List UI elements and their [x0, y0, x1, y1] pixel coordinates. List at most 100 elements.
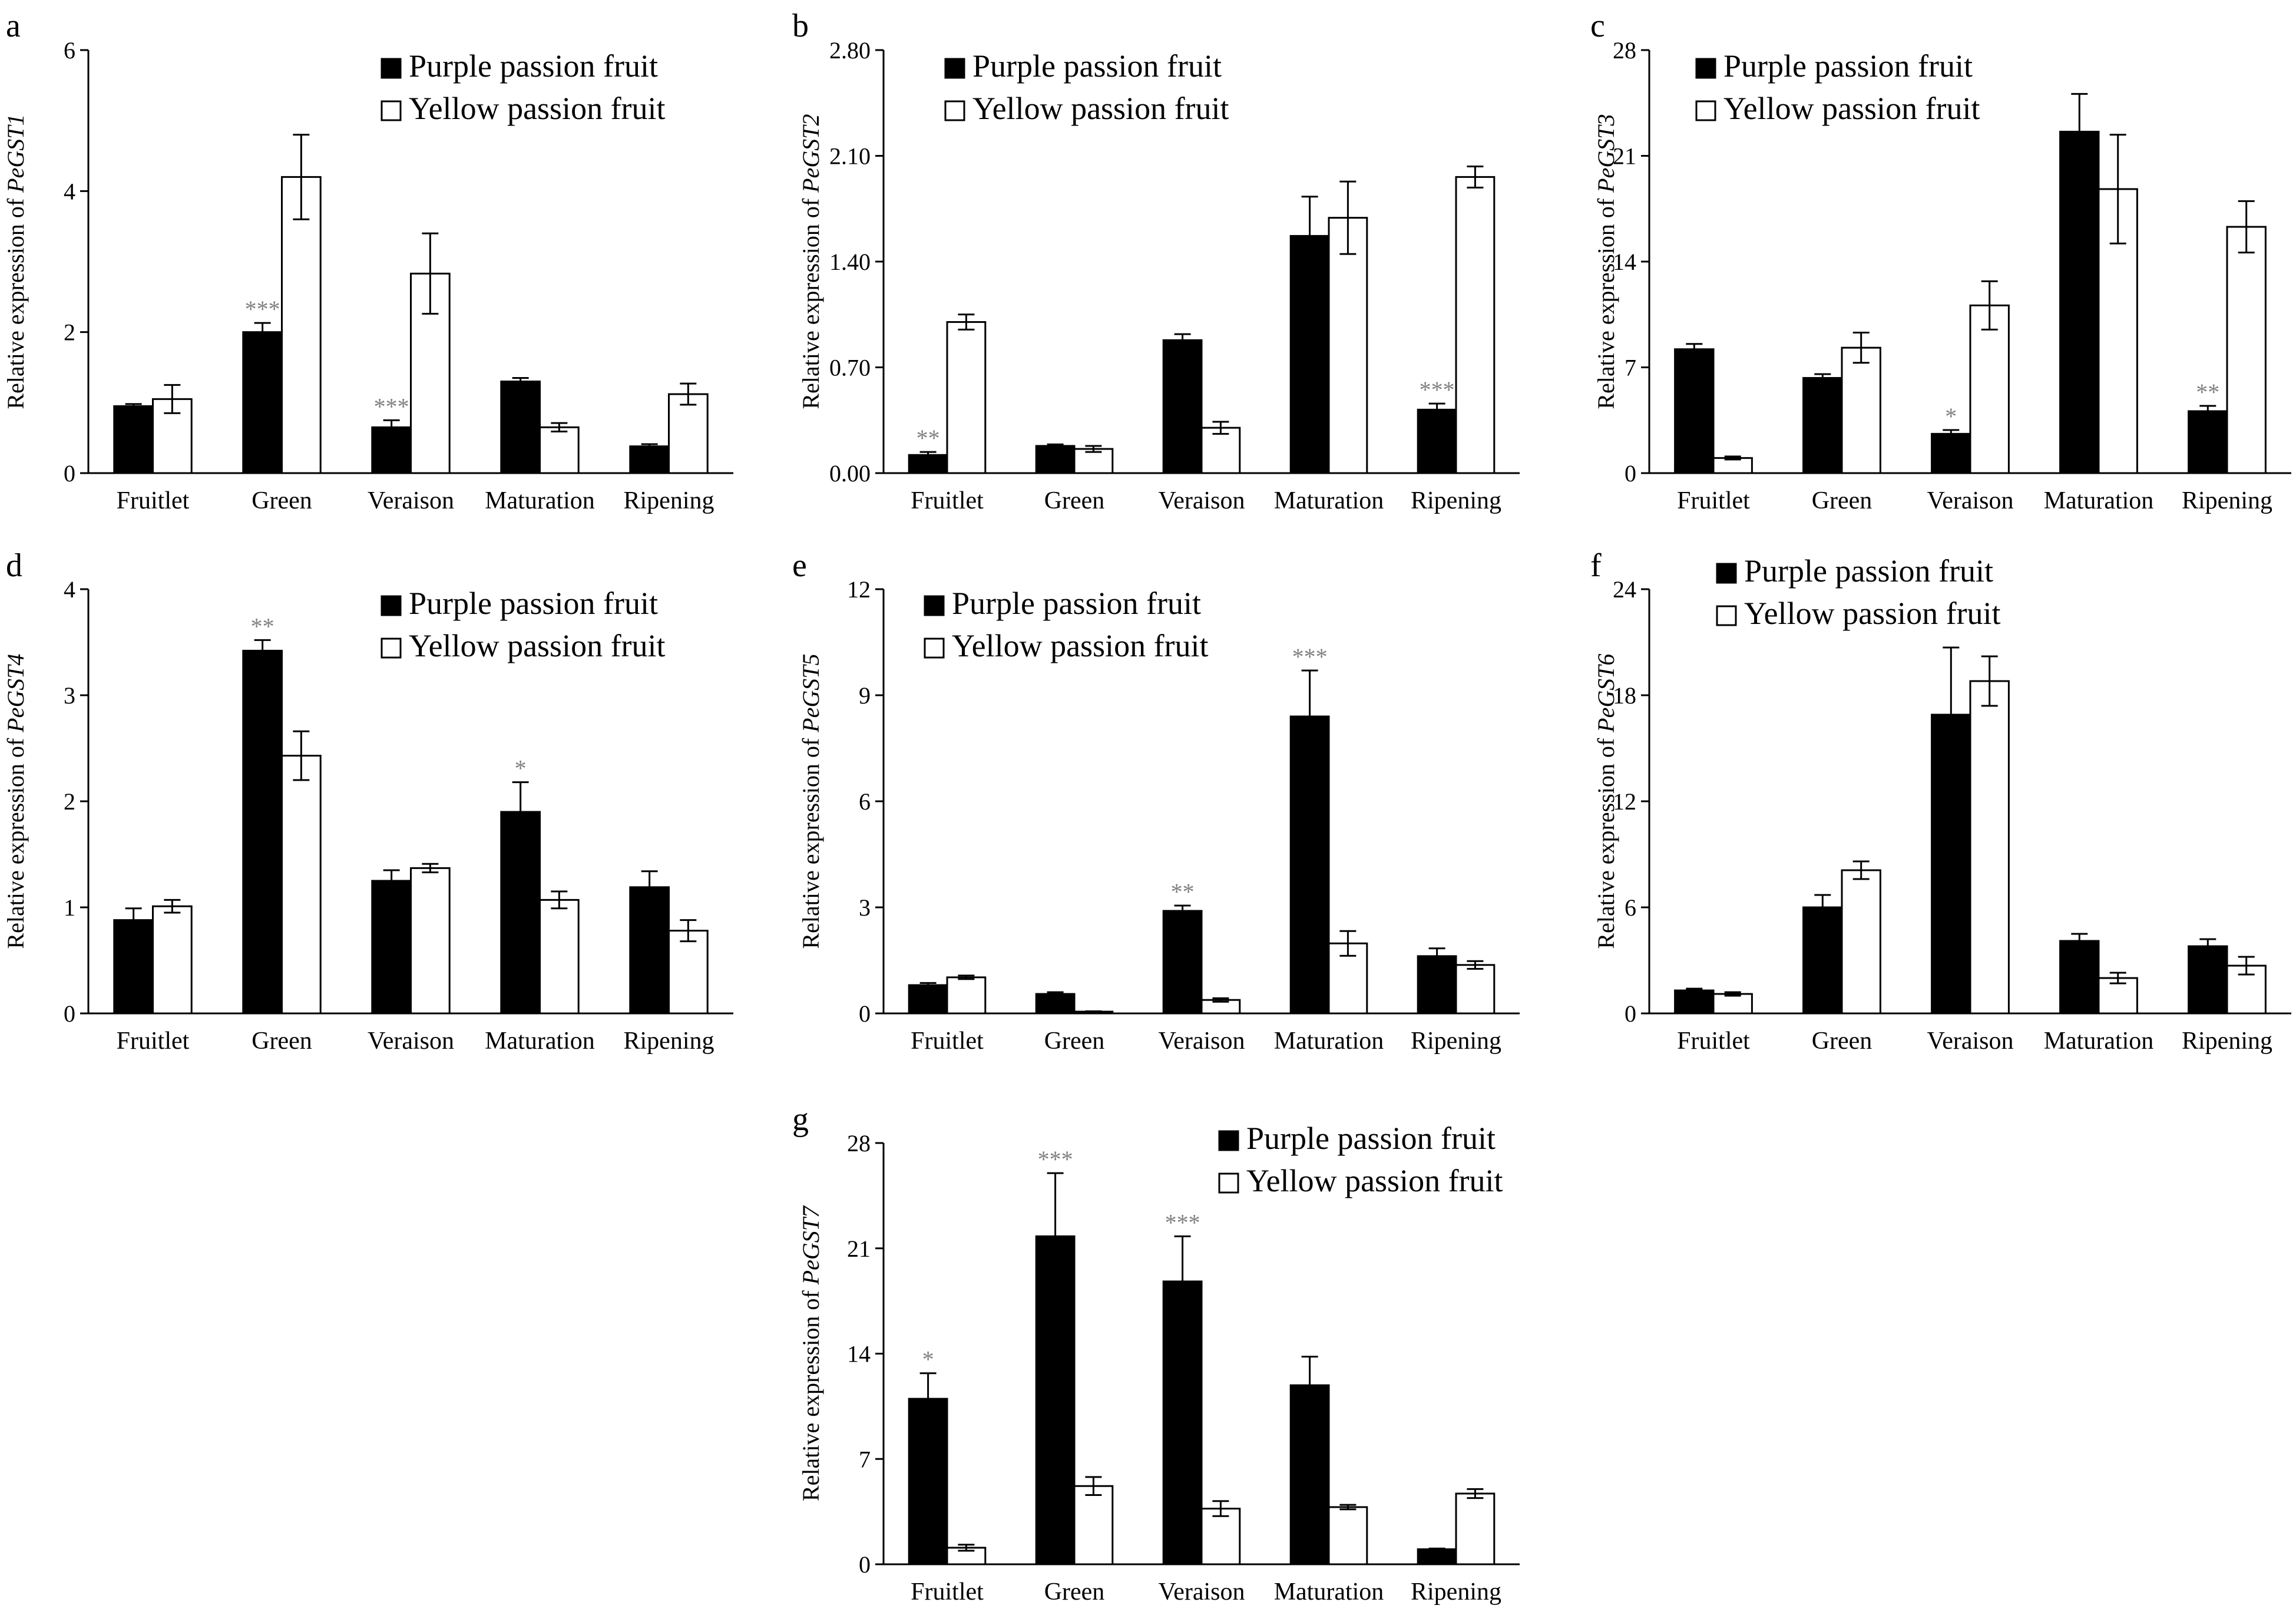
bar-yellow [1712, 993, 1753, 1015]
chart-panel-e: e 0 3 6 9 12 Relative expression of PeGST5 Frui… [792, 547, 1520, 1055]
y-tick-label: 18 [1613, 682, 1636, 709]
legend-label-purple: Purple passion fruit [1744, 553, 1993, 589]
significance-mark: *** [1165, 1209, 1200, 1236]
bar-purple [1289, 234, 1330, 474]
y-tick-label: 2 [64, 788, 75, 815]
bar-purple [1162, 1280, 1203, 1565]
y-axis-label: Relative expression of PeGST7 [798, 1205, 824, 1501]
y-tick-label: 0 [1625, 460, 1636, 487]
significance-mark: * [1945, 403, 1957, 430]
x-tick-label: Fruitlet [911, 487, 984, 514]
x-tick-label: Maturation [1274, 1028, 1384, 1055]
bar-yellow [1200, 427, 1241, 474]
bar-purple [2059, 130, 2100, 474]
bar-yellow [1969, 680, 2010, 1015]
legend-swatch-yellow [1695, 100, 1716, 121]
bar-purple [1162, 910, 1203, 1015]
legend-swatch-purple [381, 58, 402, 79]
y-tick-label: 4 [64, 178, 75, 204]
y-tick-label: 6 [859, 788, 871, 815]
bar-purple [629, 886, 670, 1015]
bar-purple [2188, 945, 2228, 1015]
legend-label-purple: Purple passion fruit [1246, 1121, 1496, 1156]
x-tick-label: Veraison [368, 487, 454, 514]
x-tick-label: Fruitlet [1677, 487, 1750, 514]
y-tick-label: 21 [847, 1236, 871, 1262]
legend-swatch-yellow [1218, 1172, 1239, 1194]
bar-yellow [1455, 1492, 1496, 1565]
legend-label-purple: Purple passion fruit [1723, 48, 1973, 84]
x-tick-label: Green [1044, 1028, 1105, 1055]
legend-swatch-yellow [381, 100, 402, 121]
x-tick-label: Maturation [1274, 487, 1384, 514]
y-tick-label: 1.40 [829, 249, 871, 275]
bar-purple [242, 649, 283, 1015]
legend-swatch-yellow [924, 637, 945, 659]
x-tick-label: Green [1812, 487, 1872, 514]
y-axis-label-prefix: Relative expression of [1593, 193, 1619, 409]
significance-mark: ** [2196, 379, 2219, 405]
x-tick-label: Green [1812, 1028, 1872, 1055]
legend-swatch-purple [381, 595, 402, 616]
legend-label-yellow: Yellow passion fruit [409, 628, 666, 663]
chart-panel-d: d 0 1 2 3 4 Relative expression of PeGST4 Fruit… [2, 547, 733, 1055]
legend-label-yellow: Yellow passion fruit [1723, 91, 1980, 126]
legend-swatch-yellow [944, 100, 965, 121]
y-tick-label: 2.80 [829, 37, 871, 64]
y-tick-label: 24 [1613, 576, 1636, 603]
y-axis-label-gene: PeGST4 [2, 653, 29, 732]
y-tick-label: 6 [64, 37, 75, 64]
significance-mark: *** [245, 296, 280, 322]
bar-purple [2059, 940, 2100, 1015]
y-axis-label-prefix: Relative expression of [1593, 732, 1619, 949]
x-tick-label: Maturation [2044, 487, 2154, 514]
y-tick-label: 12 [1613, 788, 1636, 815]
x-tick-label: Fruitlet [911, 1028, 984, 1055]
bar-purple [500, 380, 541, 474]
chart-panel-b: b 0.00 0.70 1.40 2.10 2.80 Relative expression… [792, 8, 1520, 514]
legend-label-yellow: Yellow passion fruit [952, 628, 1209, 663]
y-tick-label: 0 [64, 460, 75, 487]
panel-letter: d [6, 547, 22, 584]
x-tick-label: Maturation [485, 1028, 595, 1055]
x-tick-label: Ripening [624, 1028, 714, 1055]
bar-purple [500, 811, 541, 1015]
x-tick-label: Ripening [1411, 1578, 1501, 1606]
y-axis-label-prefix: Relative expression of [2, 193, 29, 409]
y-axis-label: Relative expression of PeGST6 [1593, 653, 1619, 949]
y-axis-label: Relative expression of PeGST2 [798, 114, 824, 409]
bar-yellow [281, 755, 322, 1015]
bar-yellow [1073, 1485, 1114, 1565]
bar-yellow [539, 426, 580, 474]
y-tick-label: 1 [64, 894, 75, 921]
y-tick-label: 2 [64, 319, 75, 346]
y-axis-label-gene: PeGST5 [798, 653, 824, 732]
bar-yellow [410, 867, 451, 1015]
bar-yellow [152, 905, 193, 1015]
y-tick-label: 3 [64, 682, 75, 709]
legend-swatch-purple [944, 58, 965, 79]
x-tick-label: Maturation [1274, 1578, 1384, 1606]
y-tick-label: 0 [859, 1551, 871, 1578]
bar-purple [1417, 408, 1457, 474]
y-axis-label: Relative expression of PeGST1 [2, 114, 29, 409]
significance-mark: *** [1420, 376, 1455, 403]
legend-label-yellow: Yellow passion fruit [972, 91, 1229, 126]
panel-letter: a [6, 8, 21, 44]
x-tick-label: Fruitlet [117, 487, 190, 514]
panel-letter: c [1590, 8, 1605, 44]
y-tick-label: 2.10 [829, 143, 871, 170]
bar-yellow [946, 321, 987, 474]
y-axis-label-prefix: Relative expression of [798, 193, 824, 409]
y-axis-label-prefix: Relative expression of [798, 1284, 824, 1501]
bar-purple [1674, 989, 1715, 1015]
significance-mark: * [922, 1346, 934, 1373]
significance-mark: ** [917, 425, 940, 451]
x-tick-label: Green [1044, 487, 1105, 514]
bar-purple [113, 919, 154, 1015]
bar-purple [1674, 348, 1715, 474]
bar-yellow [1328, 1506, 1368, 1565]
bar-purple [1035, 445, 1076, 474]
significance-mark: * [515, 755, 527, 782]
x-tick-label: Veraison [1159, 1578, 1245, 1606]
